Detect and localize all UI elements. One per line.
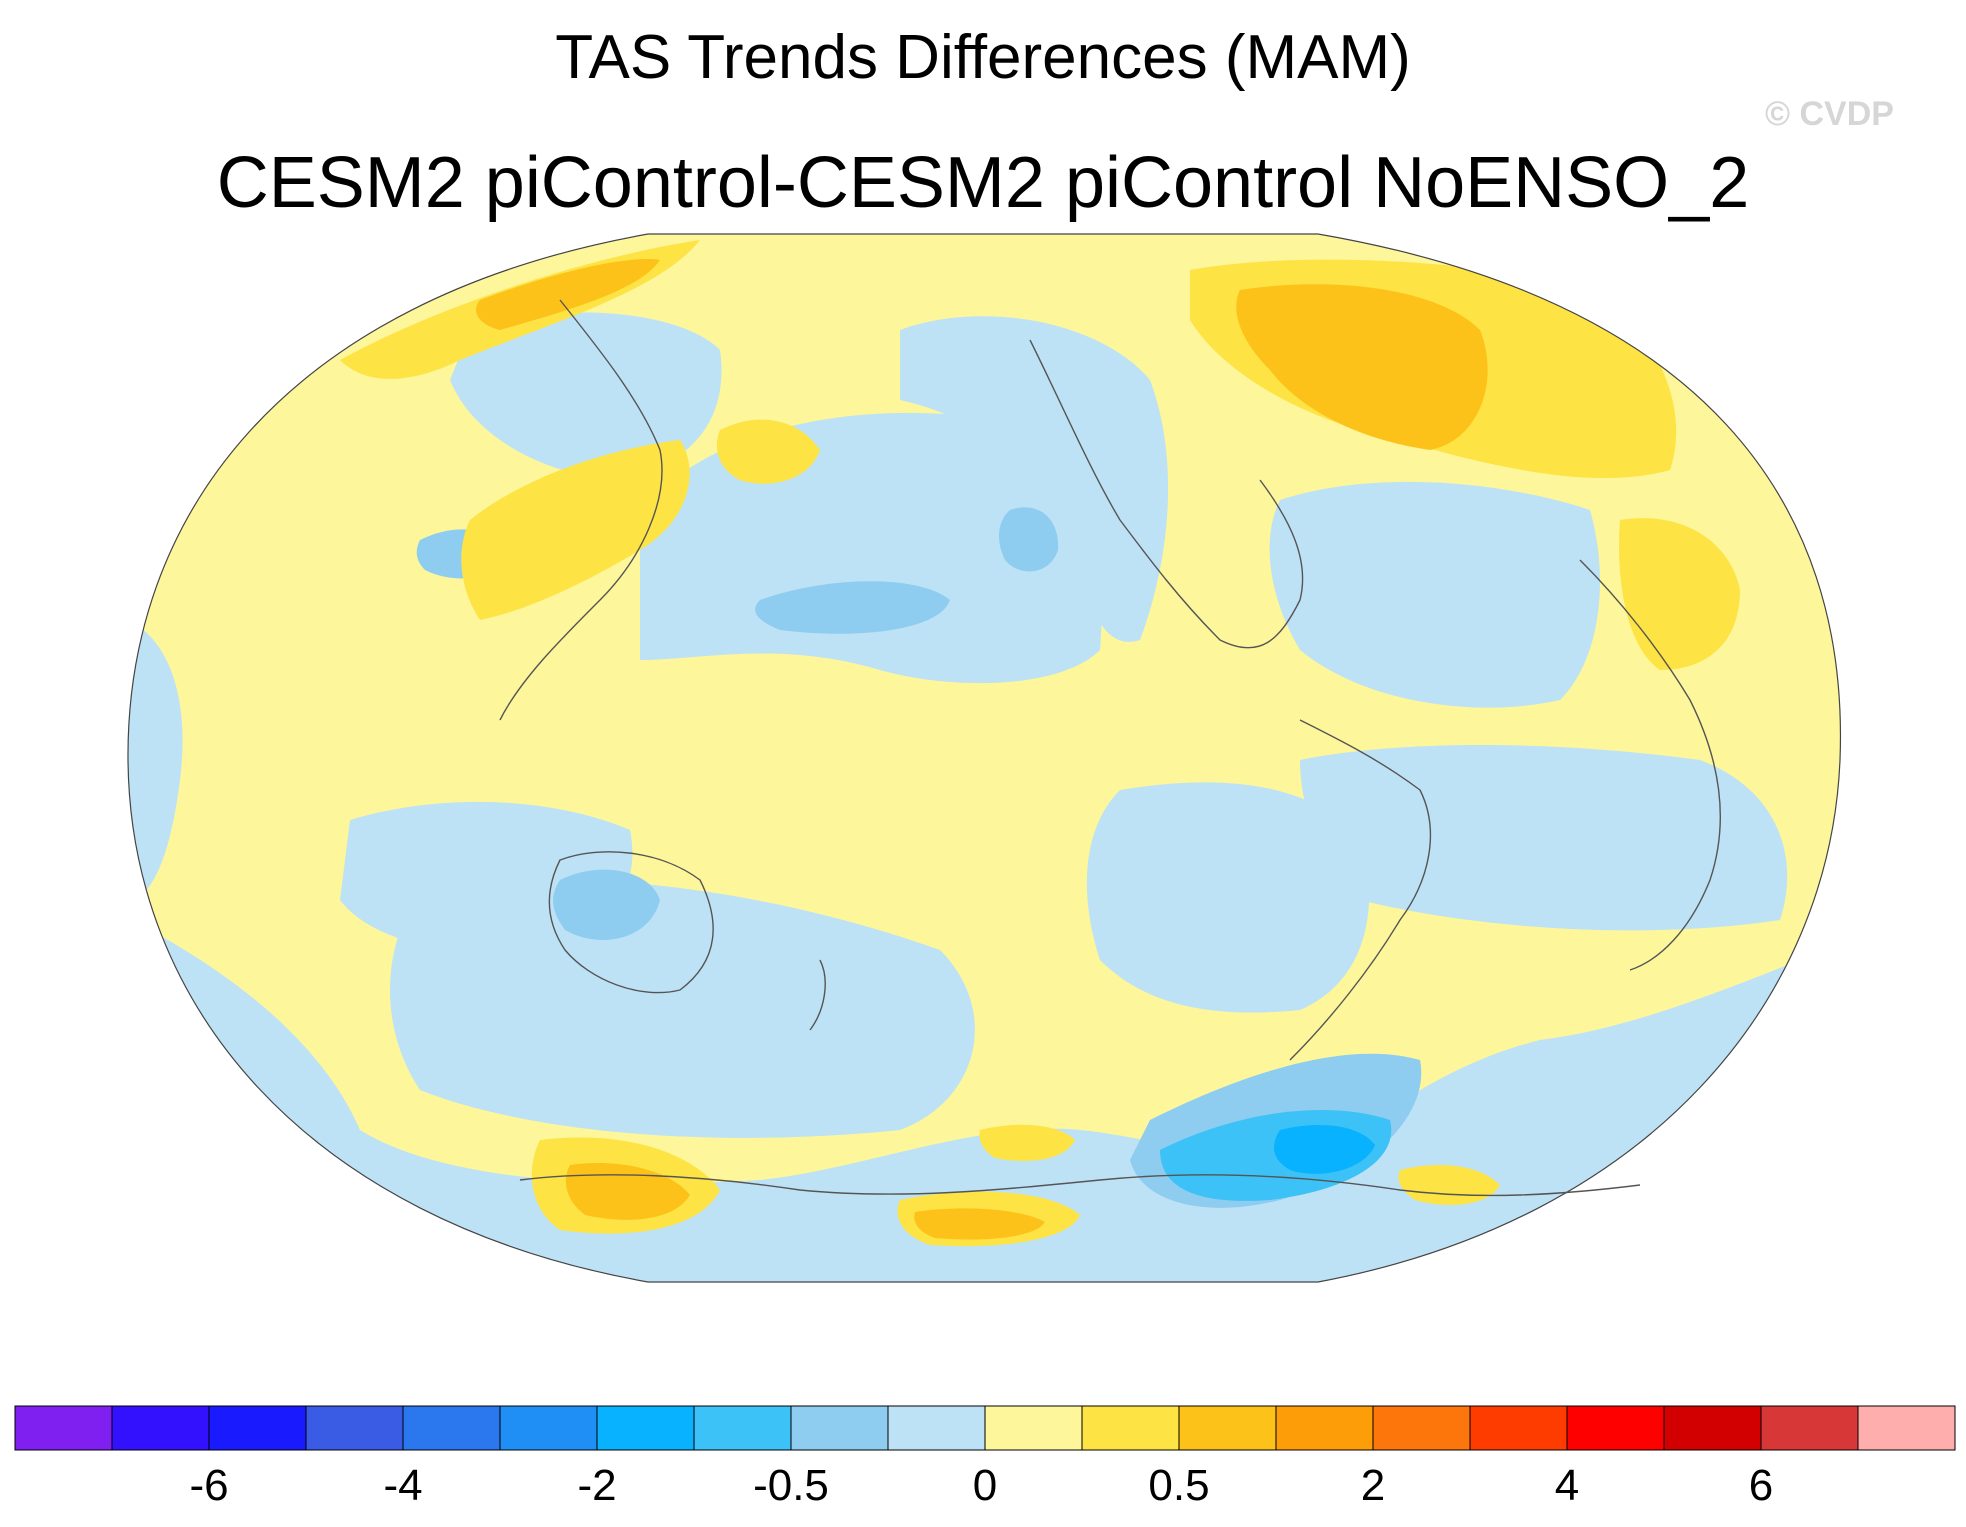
south-ocean-warm-core-1 bbox=[565, 1163, 690, 1220]
antarctic-peninsula-warm-core bbox=[914, 1208, 1045, 1240]
colorbar-box-8 bbox=[790, 1405, 889, 1451]
coastline-antarctica bbox=[519, 1174, 1641, 1197]
colorbar-tick-label: -0.5 bbox=[753, 1461, 829, 1510]
kamchatka-warm-strip bbox=[716, 419, 820, 484]
colorbar-tick-label: 0.5 bbox=[1148, 1461, 1209, 1510]
colorbar-tick-label: -2 bbox=[577, 1461, 616, 1510]
tropical-atlantic-cool-band bbox=[1300, 745, 1788, 931]
colorbar-box-13 bbox=[1275, 1405, 1374, 1451]
cvdp-watermark: © CVDP bbox=[1765, 95, 1894, 133]
colorbar-box-0 bbox=[14, 1405, 113, 1451]
world-map bbox=[127, 233, 1842, 1283]
colorbar-box-9 bbox=[887, 1405, 986, 1451]
colorbar-tick-label: 4 bbox=[1555, 1461, 1579, 1510]
australia-cool-core bbox=[553, 869, 660, 940]
colorbar-box-11 bbox=[1081, 1405, 1180, 1451]
coastline-australia bbox=[548, 851, 714, 994]
colorbar-box-10 bbox=[984, 1405, 1083, 1451]
colorbar-tick-label: 6 bbox=[1749, 1461, 1773, 1510]
east-asia-warm-region bbox=[461, 440, 690, 620]
colorbar-box-7 bbox=[693, 1405, 792, 1451]
coastline-north-america bbox=[1029, 339, 1304, 649]
colorbar-box-5 bbox=[499, 1405, 598, 1451]
colorbar-box-4 bbox=[402, 1405, 501, 1451]
globe-outline bbox=[127, 233, 1842, 1283]
colorbar-box-3 bbox=[305, 1405, 404, 1451]
trend-fields bbox=[128, 240, 1840, 1282]
colorbar-tick-label: -4 bbox=[383, 1461, 422, 1510]
colorbar-box-6 bbox=[596, 1405, 695, 1451]
north-america-cool-region bbox=[900, 316, 1169, 642]
colorbar-box-2 bbox=[208, 1405, 307, 1451]
greenland-warm-core bbox=[1236, 284, 1488, 450]
gulf-of-alaska-cool-core bbox=[998, 507, 1059, 572]
colorbar-box-1 bbox=[111, 1405, 210, 1451]
southeast-pacific-cool-region bbox=[1086, 782, 1370, 1013]
main-title: TAS Trends Differences (MAM) bbox=[555, 23, 1411, 92]
coastline-new-zealand bbox=[809, 959, 826, 1031]
colorbar-box-14 bbox=[1372, 1405, 1471, 1451]
subtitle: CESM2 piControl-CESM2 piControl NoENSO_2 bbox=[216, 143, 1750, 223]
colorbar-box-16 bbox=[1566, 1405, 1665, 1451]
colorbar-tick-label: 2 bbox=[1361, 1461, 1385, 1510]
coastline-east-asia bbox=[499, 299, 663, 721]
colorbar-tick-label: 0 bbox=[973, 1461, 997, 1510]
pacific-sector-warm-patch bbox=[979, 1124, 1075, 1161]
colorbar-box-15 bbox=[1469, 1405, 1568, 1451]
europe-warm-region bbox=[1619, 518, 1740, 670]
coastline-south-america bbox=[1289, 719, 1432, 1061]
colorbar-box-12 bbox=[1178, 1405, 1277, 1451]
north-pacific-cool-core bbox=[755, 581, 950, 634]
coastlines bbox=[499, 299, 1722, 1197]
colorbar-tick-label: -6 bbox=[189, 1461, 228, 1510]
colorbar-box-19 bbox=[1857, 1405, 1956, 1451]
arctic-warm-core bbox=[476, 259, 660, 330]
coastline-africa bbox=[1579, 559, 1722, 971]
africa-west-cool-strip bbox=[128, 620, 183, 900]
siberia-cool-region bbox=[450, 312, 722, 480]
colorbar-box-17 bbox=[1663, 1405, 1762, 1451]
north-atlantic-cool-region bbox=[1269, 481, 1600, 708]
south-pacific-cool-region bbox=[390, 879, 975, 1138]
colorbar-box-18 bbox=[1760, 1405, 1859, 1451]
weddell-sea-cool-center bbox=[1274, 1125, 1375, 1174]
